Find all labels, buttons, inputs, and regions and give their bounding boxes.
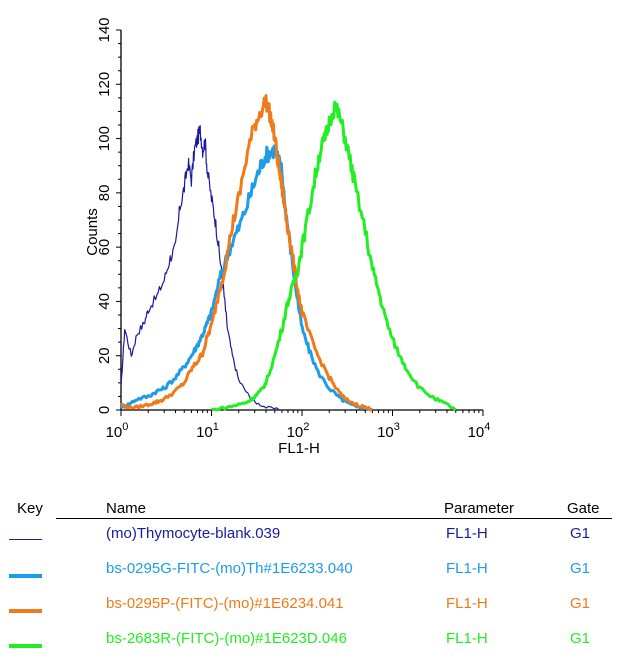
- legend-table: Key Name Parameter Gate (mo)Thymocyte-bl…: [0, 496, 627, 656]
- y-tick-label: 100: [96, 126, 113, 151]
- legend-header-key: Key: [17, 500, 43, 517]
- legend-row: (mo)Thymocyte-blank.039 FL1-H G1: [0, 524, 627, 554]
- y-tick-label: 140: [96, 17, 113, 42]
- legend-header-gate: Gate: [567, 500, 600, 517]
- legend-swatch: [9, 539, 42, 540]
- legend-parameter: FL1-H: [446, 630, 488, 647]
- legend-gate: G1: [570, 560, 591, 577]
- y-tick-label: 40: [96, 293, 113, 310]
- x-axis-title: FL1-H: [278, 440, 320, 457]
- y-tick-label: 120: [96, 72, 113, 97]
- x-tick-label: 100: [106, 421, 129, 441]
- y-tick-label: 80: [96, 185, 113, 202]
- y-tick-label: 0: [96, 406, 113, 414]
- x-tick-label: 101: [196, 421, 219, 441]
- legend-header-rule: [56, 518, 612, 519]
- legend-gate: G1: [570, 595, 591, 612]
- legend-gate: G1: [570, 525, 591, 542]
- x-tick-exponent: 0: [122, 421, 128, 433]
- y-tick-label: 20: [96, 347, 113, 364]
- legend-parameter: FL1-H: [446, 525, 488, 542]
- x-tick-label: 102: [287, 421, 310, 441]
- legend-row: bs-0295G-FITC-(mo)Th#1E6233.040 FL1-H G1: [0, 559, 627, 589]
- legend-gate: G1: [570, 630, 591, 647]
- legend-parameter: FL1-H: [446, 560, 488, 577]
- x-tick-exponent: 3: [394, 421, 400, 433]
- x-tick-label: 103: [377, 421, 400, 441]
- legend-swatch: [9, 609, 42, 613]
- series-layer: [119, 94, 457, 412]
- legend-header-name: Name: [106, 500, 147, 517]
- series-line-3: [120, 94, 373, 412]
- series-line-2: [119, 144, 374, 412]
- series-line-1: [120, 125, 282, 411]
- legend-series-name: bs-0295G-FITC-(mo)Th#1E6233.040: [106, 560, 353, 577]
- legend-parameter: FL1-H: [446, 595, 488, 612]
- legend-row: bs-0295P-(FITC)-(mo)#1E6234.041 FL1-H G1: [0, 594, 627, 624]
- x-tick-exponent: 1: [213, 421, 219, 433]
- legend-swatch: [9, 574, 42, 578]
- legend-series-name: (mo)Thymocyte-blank.039: [106, 525, 281, 542]
- x-tick-exponent: 4: [484, 421, 490, 433]
- legend-row: bs-2683R-(FITC)-(mo)#1E623D.046 FL1-H G1: [0, 629, 627, 659]
- legend-series-name: bs-0295P-(FITC)-(mo)#1E6234.041: [106, 595, 344, 612]
- legend-header-parameter: Parameter: [444, 500, 515, 517]
- y-axis-title: Counts: [84, 208, 101, 256]
- legend-swatch: [9, 644, 42, 648]
- x-tick-exponent: 2: [303, 421, 309, 433]
- y-tick-label: 60: [96, 239, 113, 256]
- x-tick-label: 104: [468, 421, 491, 441]
- legend-series-name: bs-2683R-(FITC)-(mo)#1E623D.046: [106, 630, 347, 647]
- series-line-4: [211, 100, 457, 412]
